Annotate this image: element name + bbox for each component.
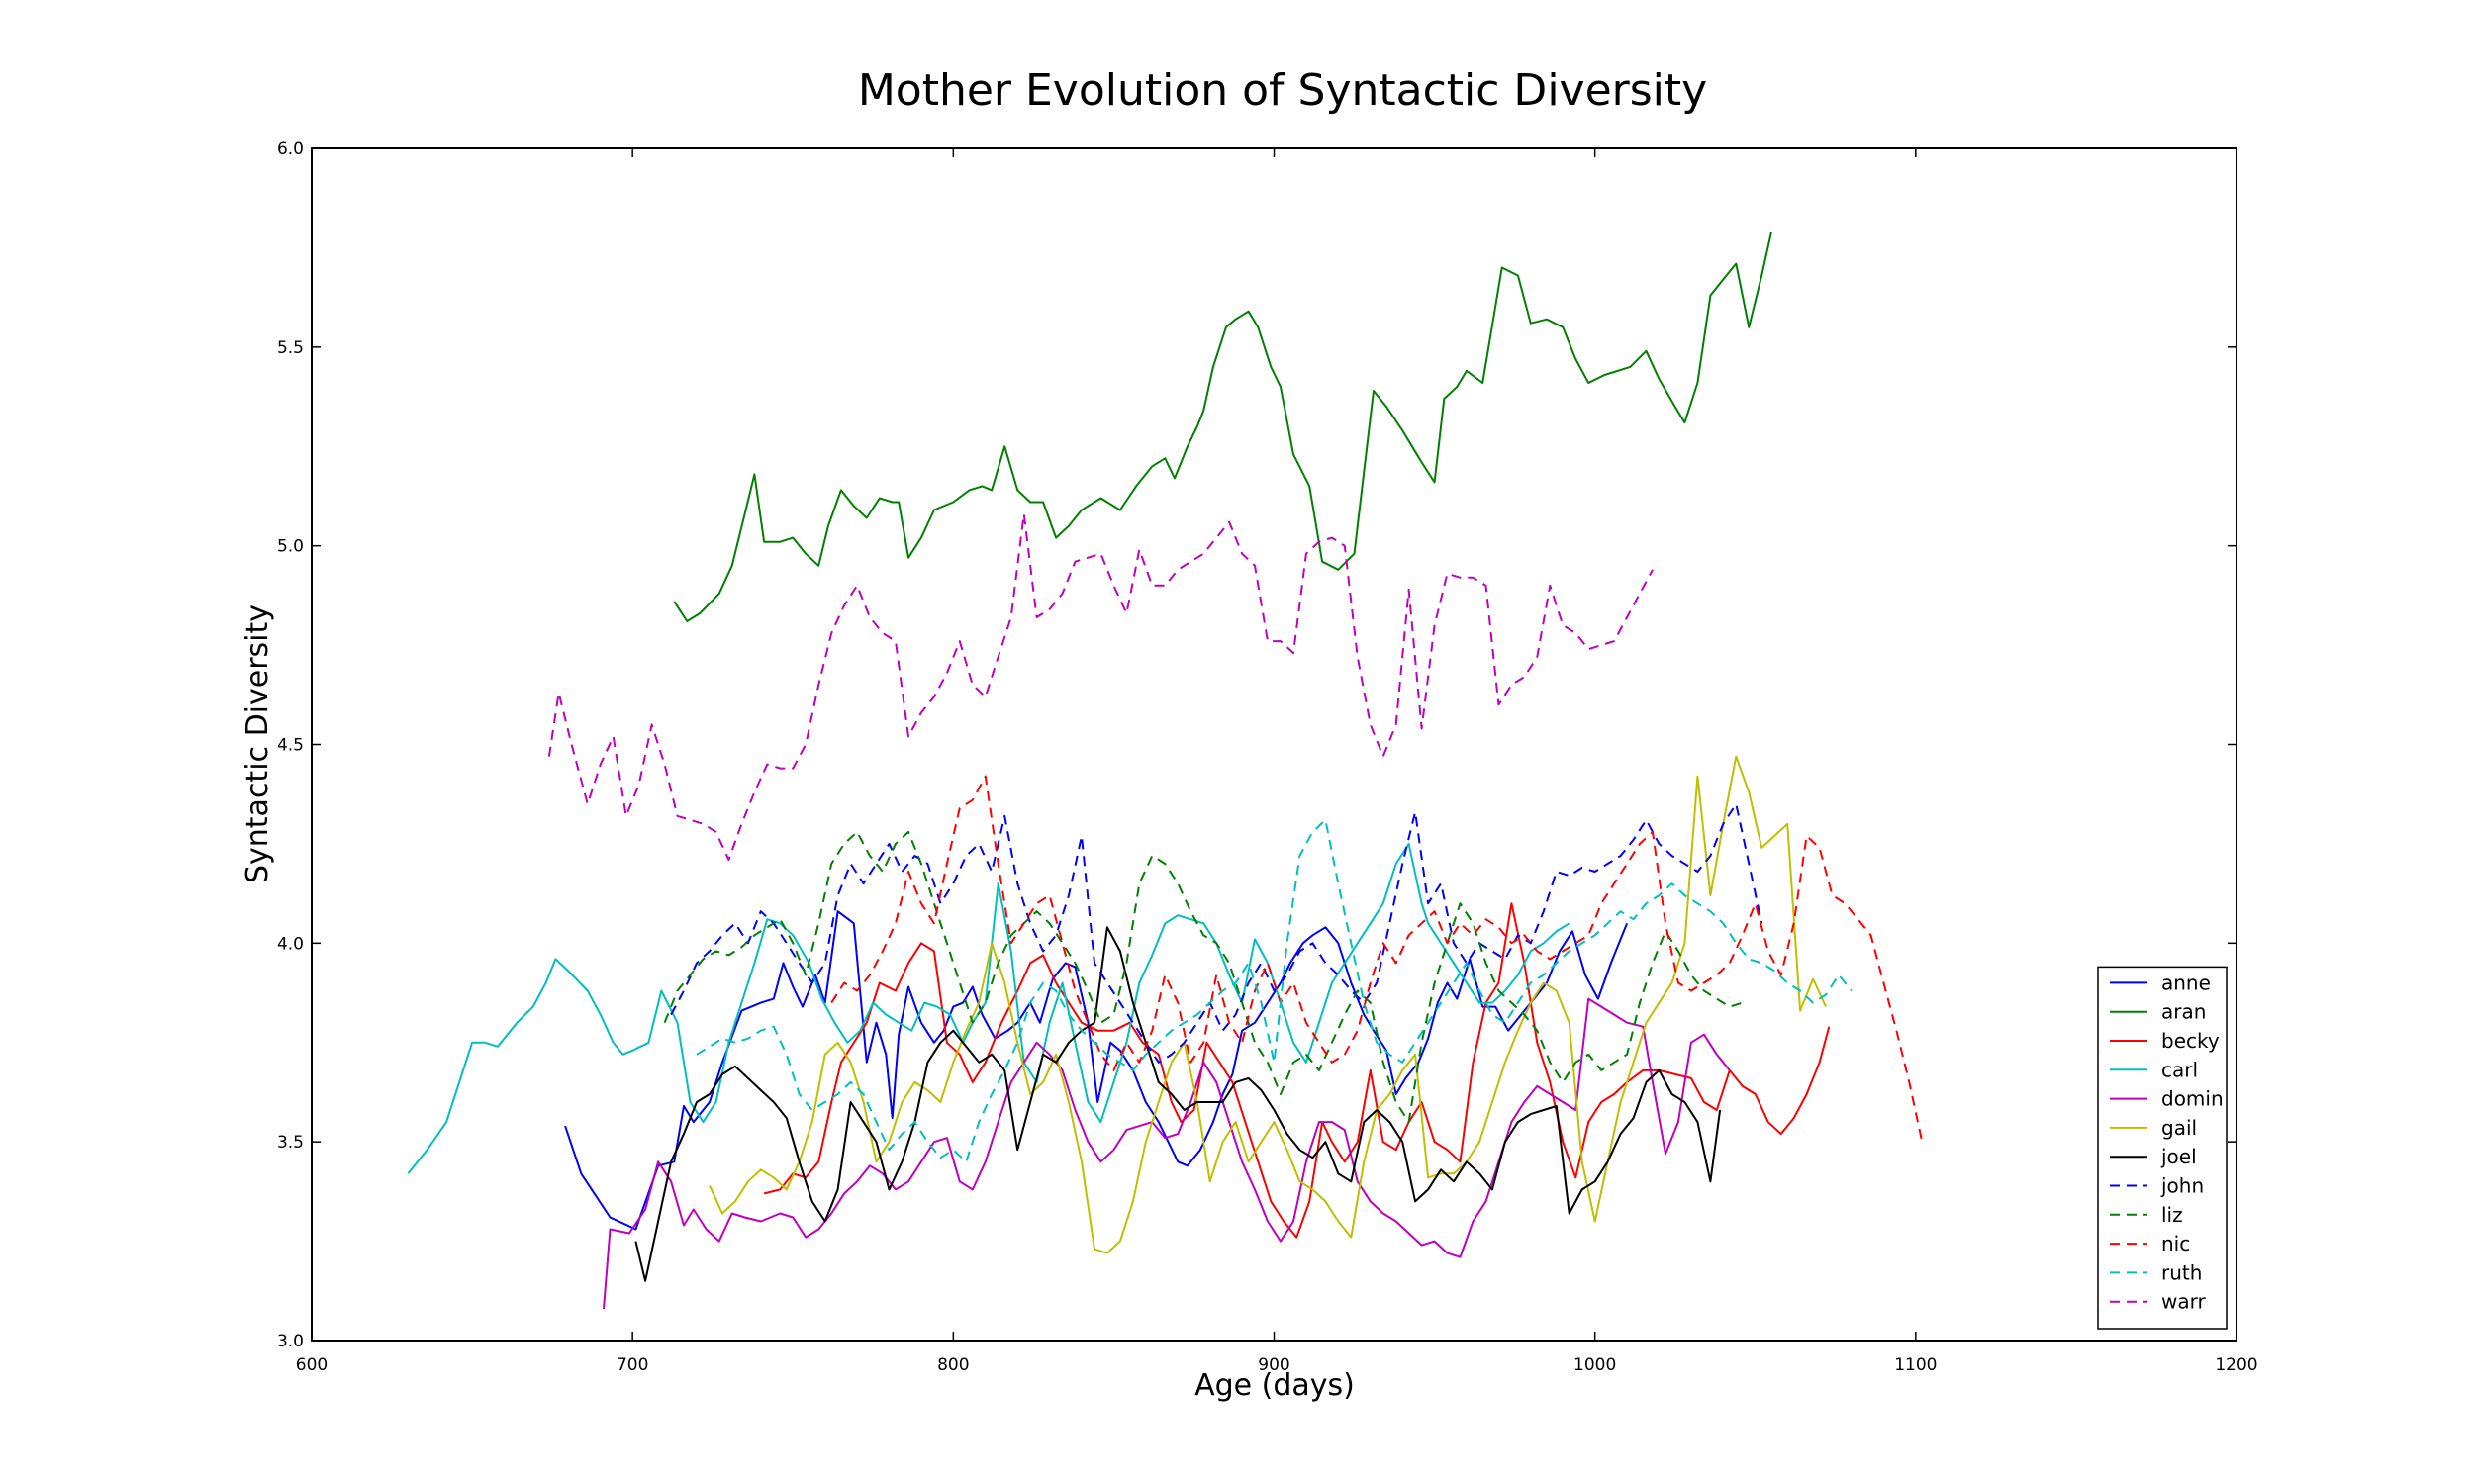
x-tick-label: 1100 <box>1894 1355 1937 1375</box>
y-tick-label: 3.0 <box>277 1332 304 1351</box>
series-line-liz <box>663 830 1744 1124</box>
x-axis-ticks: 600 700 800 900 1000 1100 1200 <box>296 148 2258 1375</box>
x-tick-label: 600 <box>296 1355 328 1375</box>
legend-label-gail: gail <box>2161 1116 2197 1140</box>
series-line-carl <box>407 842 1570 1174</box>
legend-label-nic: nic <box>2161 1232 2190 1255</box>
series-line-domin <box>603 997 1731 1309</box>
series-line-gail <box>709 755 1828 1254</box>
legend-label-john: john <box>2160 1174 2204 1198</box>
chart-title: Mother Evolution of Syntactic Diversity <box>858 65 1707 116</box>
x-tick-label: 800 <box>937 1355 969 1375</box>
y-tick-label: 5.0 <box>277 537 304 557</box>
series-line-nic <box>830 775 1924 1143</box>
series-line-john <box>670 802 1763 1064</box>
legend-label-carl: carl <box>2161 1058 2198 1081</box>
x-axis-label: Age (days) <box>1194 1368 1355 1403</box>
legend-label-warr: warr <box>2161 1290 2206 1314</box>
series-line-warr <box>547 512 1654 861</box>
legend-label-liz: liz <box>2161 1203 2183 1227</box>
x-tick-label: 900 <box>1258 1355 1289 1375</box>
legend-label-joel: joel <box>2160 1145 2197 1168</box>
legend-box <box>2097 966 2228 1330</box>
y-axis-label: Syntactic Diversity <box>240 604 275 883</box>
legend-label-aran: aran <box>2161 1000 2206 1024</box>
legend-label-anne: anne <box>2161 971 2211 994</box>
y-tick-label: 3.5 <box>277 1133 304 1153</box>
x-tick-label: 1200 <box>2215 1355 2257 1375</box>
legend-label-domin: domin <box>2161 1087 2224 1111</box>
series-line-ruth <box>696 818 1853 1163</box>
series-line-aran <box>673 232 1772 622</box>
plot-lines <box>407 232 1924 1309</box>
y-tick-label: 4.5 <box>277 736 304 756</box>
x-tick-label: 1000 <box>1573 1355 1616 1375</box>
y-tick-label: 6.0 <box>277 139 304 159</box>
series-line-joel <box>634 926 1722 1282</box>
x-tick-label: 700 <box>617 1355 648 1375</box>
y-axis-ticks: 3.0 3.5 4.0 4.5 5.0 5.5 6.0 <box>277 139 2236 1351</box>
y-tick-label: 4.0 <box>277 934 304 954</box>
legend-label-ruth: ruth <box>2161 1260 2202 1284</box>
legend: anne aran becky carl domin gail joel john liz nic… <box>2097 966 2228 1330</box>
y-tick-label: 5.5 <box>277 338 304 358</box>
legend-label-becky: becky <box>2161 1029 2220 1053</box>
series-line-anne <box>564 910 1629 1231</box>
